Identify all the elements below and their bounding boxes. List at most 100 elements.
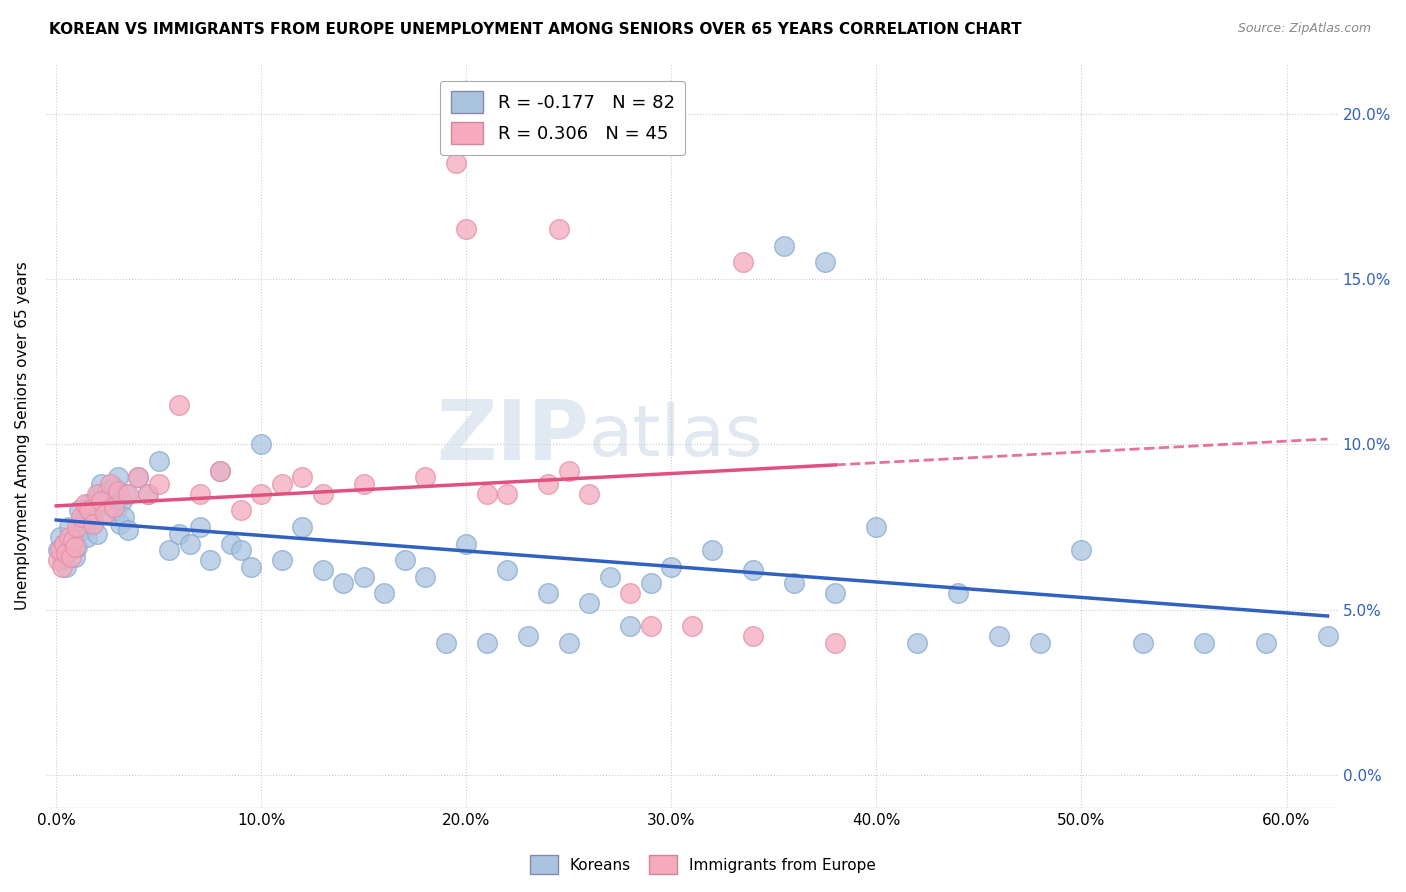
- Point: [1132, 636, 1154, 650]
- Point: [46, 543, 69, 558]
- Point: [84, 493, 107, 508]
- Point: [312, 563, 335, 577]
- Point: [58, 520, 80, 534]
- Point: [332, 576, 354, 591]
- Point: [111, 493, 134, 508]
- Point: [659, 559, 682, 574]
- Point: [558, 636, 581, 650]
- Point: [619, 619, 641, 633]
- Y-axis label: Unemployment Among Seniors over 65 years: Unemployment Among Seniors over 65 years: [15, 261, 30, 610]
- Point: [733, 255, 755, 269]
- Point: [89, 487, 111, 501]
- Text: Source: ZipAtlas.com: Source: ZipAtlas.com: [1237, 22, 1371, 36]
- Point: [516, 629, 538, 643]
- Point: [73, 510, 96, 524]
- Point: [188, 520, 211, 534]
- Point: [103, 500, 125, 515]
- Point: [1316, 629, 1339, 643]
- Text: KOREAN VS IMMIGRANTS FROM EUROPE UNEMPLOYMENT AMONG SENIORS OVER 65 YEARS CORREL: KOREAN VS IMMIGRANTS FROM EUROPE UNEMPLO…: [49, 22, 1022, 37]
- Point: [413, 569, 436, 583]
- Point: [90, 477, 112, 491]
- Point: [86, 526, 108, 541]
- Point: [742, 563, 765, 577]
- Point: [434, 636, 457, 650]
- Point: [167, 526, 190, 541]
- Point: [157, 543, 180, 558]
- Point: [98, 477, 121, 491]
- Point: [783, 576, 806, 591]
- Point: [270, 477, 292, 491]
- Point: [814, 255, 837, 269]
- Point: [138, 487, 160, 501]
- Point: [53, 536, 76, 550]
- Point: [496, 487, 519, 501]
- Point: [907, 636, 929, 650]
- Point: [240, 559, 263, 574]
- Point: [103, 480, 125, 494]
- Point: [90, 493, 112, 508]
- Text: atlas: atlas: [589, 401, 763, 471]
- Point: [86, 487, 108, 501]
- Point: [1029, 636, 1052, 650]
- Point: [179, 536, 201, 550]
- Point: [702, 543, 724, 558]
- Point: [148, 477, 170, 491]
- Point: [988, 629, 1011, 643]
- Point: [291, 470, 314, 484]
- Point: [456, 222, 478, 236]
- Point: [640, 576, 662, 591]
- Point: [1254, 636, 1277, 650]
- Point: [537, 477, 560, 491]
- Text: ZIP: ZIP: [436, 395, 589, 476]
- Point: [80, 507, 103, 521]
- Point: [413, 470, 436, 484]
- Point: [537, 586, 560, 600]
- Point: [250, 487, 273, 501]
- Point: [599, 569, 621, 583]
- Point: [104, 503, 127, 517]
- Point: [100, 500, 122, 515]
- Point: [773, 239, 796, 253]
- Point: [82, 513, 104, 527]
- Point: [578, 487, 600, 501]
- Point: [138, 487, 160, 501]
- Point: [66, 540, 89, 554]
- Point: [578, 596, 600, 610]
- Point: [117, 487, 139, 501]
- Legend: Koreans, Immigrants from Europe: Koreans, Immigrants from Europe: [524, 849, 882, 880]
- Point: [312, 487, 335, 501]
- Point: [209, 464, 232, 478]
- Point: [73, 497, 96, 511]
- Point: [188, 487, 211, 501]
- Point: [353, 477, 375, 491]
- Point: [77, 503, 100, 517]
- Point: [619, 586, 641, 600]
- Point: [62, 533, 84, 548]
- Point: [96, 483, 118, 498]
- Point: [69, 516, 91, 531]
- Point: [67, 503, 90, 517]
- Point: [475, 487, 498, 501]
- Point: [72, 524, 94, 538]
- Point: [948, 586, 970, 600]
- Point: [51, 553, 73, 567]
- Point: [63, 549, 86, 564]
- Point: [66, 520, 89, 534]
- Point: [46, 553, 69, 567]
- Point: [681, 619, 703, 633]
- Point: [444, 156, 467, 170]
- Point: [107, 483, 129, 498]
- Point: [167, 398, 190, 412]
- Point: [496, 563, 519, 577]
- Point: [117, 524, 139, 538]
- Point: [59, 543, 82, 558]
- Point: [148, 454, 170, 468]
- Point: [69, 510, 91, 524]
- Point: [77, 497, 100, 511]
- Point: [229, 543, 252, 558]
- Point: [198, 553, 221, 567]
- Point: [51, 559, 73, 574]
- Point: [94, 507, 117, 521]
- Point: [270, 553, 292, 567]
- Point: [76, 530, 98, 544]
